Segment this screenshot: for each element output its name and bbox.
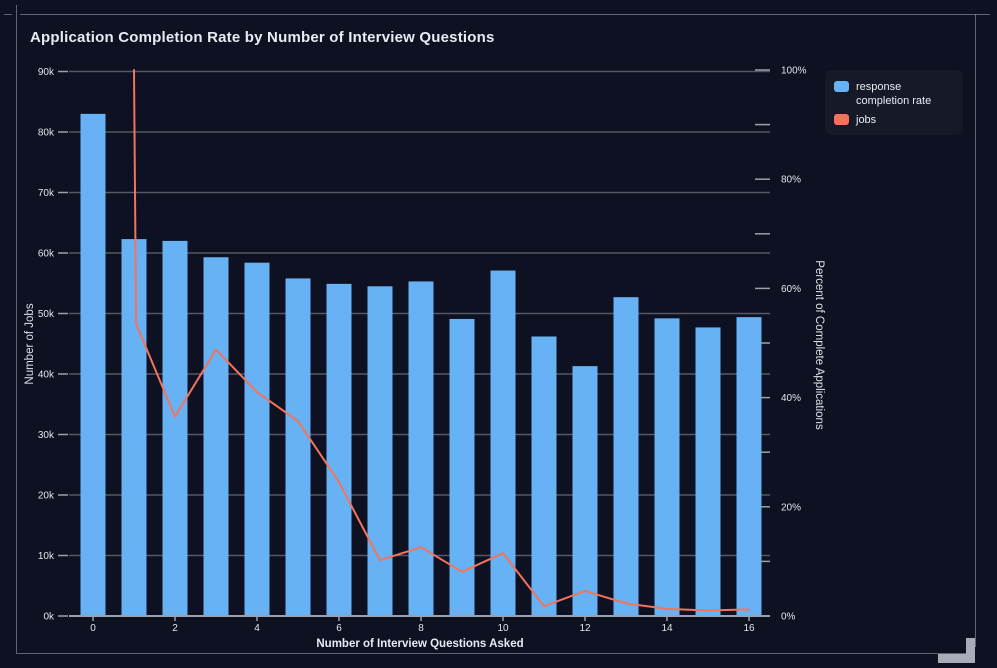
bar-x6[interactable] [326, 283, 352, 616]
y-right-tick-label: 80% [781, 175, 801, 186]
legend-swatch-blue-icon [834, 81, 849, 92]
legend-item-response-completion-rate[interactable]: response completion rate [834, 80, 954, 108]
panel-border-left [16, 5, 17, 653]
y-left-tick-label: 80k [38, 128, 55, 139]
bar-x2[interactable] [162, 240, 188, 616]
bar-x15[interactable] [695, 327, 721, 616]
y-right-tick-label: 60% [781, 284, 801, 295]
y-left-tick-label: 30k [38, 430, 55, 441]
bar-x5[interactable] [285, 278, 311, 616]
bar-x3[interactable] [203, 257, 229, 616]
y-left-tick-label: 0k [43, 612, 55, 623]
bar-x10[interactable] [490, 270, 516, 616]
panel-border-top [20, 14, 990, 15]
y-left-tick-label: 90k [38, 67, 55, 78]
x-tick-label: 6 [336, 623, 342, 634]
chart-legend: response completion rate jobs [825, 70, 963, 135]
bar-x8[interactable] [408, 281, 434, 616]
bar-x11[interactable] [531, 336, 557, 616]
y-right-tick-label: 40% [781, 393, 801, 404]
resize-handle[interactable] [938, 638, 975, 663]
legend-swatch-salmon-icon [834, 114, 849, 125]
axis-lines-group [69, 615, 770, 621]
x-tick-label: 4 [254, 623, 260, 634]
bar-x14[interactable] [654, 318, 680, 616]
resize-handle-icon [938, 654, 975, 663]
y-right-tick-label: 0% [781, 612, 796, 623]
axis-labels-group: 0k 10k 20k 30k 40k 50k 60k 70k 80k 90k 0% 20% 40% 60%… [38, 66, 807, 635]
x-tick-label: 8 [418, 623, 424, 634]
y-left-axis-title: Number of Jobs [24, 303, 36, 384]
legend-label: jobs [856, 114, 877, 126]
x-tick-label: 0 [90, 623, 96, 634]
panel-border-right [975, 14, 976, 647]
y-left-tick-label: 70k [38, 188, 55, 199]
completion-line-group[interactable] [133, 69, 750, 612]
y-right-tick-label: 20% [781, 502, 801, 513]
bar-x1[interactable] [121, 239, 147, 616]
bar-x16[interactable] [736, 317, 762, 616]
resize-handle-icon [966, 638, 975, 663]
legend-item-jobs[interactable]: jobs [834, 113, 954, 127]
corner-tick [4, 14, 12, 15]
x-tick-label: 10 [497, 623, 509, 634]
bars-group[interactable] [80, 113, 762, 616]
x-axis-title: Number of Interview Questions Asked [316, 638, 523, 650]
y-left-tick-label: 10k [38, 551, 55, 562]
y-right-axis-title: Percent of Complete Applications [813, 260, 825, 430]
x-tick-label: 2 [172, 623, 178, 634]
legend-label: response completion rate [856, 81, 932, 107]
panel-border-bottom [16, 653, 969, 654]
y-left-tick-label: 60k [38, 249, 55, 260]
bar-x4[interactable] [244, 262, 270, 616]
y-left-tick-label: 50k [38, 309, 55, 320]
y-right-tick-label: 100% [781, 66, 807, 77]
bar-x0[interactable] [80, 113, 106, 616]
y-left-tick-label: 40k [38, 370, 55, 381]
bar-x7[interactable] [367, 286, 393, 616]
bar-x12[interactable] [572, 366, 598, 616]
chart-title: Application Completion Rate by Number of… [30, 29, 495, 46]
x-tick-label: 16 [743, 623, 755, 634]
bar-x13[interactable] [613, 297, 639, 616]
completion-rate-line[interactable] [133, 69, 750, 612]
x-tick-label: 12 [579, 623, 591, 634]
y-left-tick-label: 20k [38, 491, 55, 502]
x-tick-label: 14 [661, 623, 673, 634]
